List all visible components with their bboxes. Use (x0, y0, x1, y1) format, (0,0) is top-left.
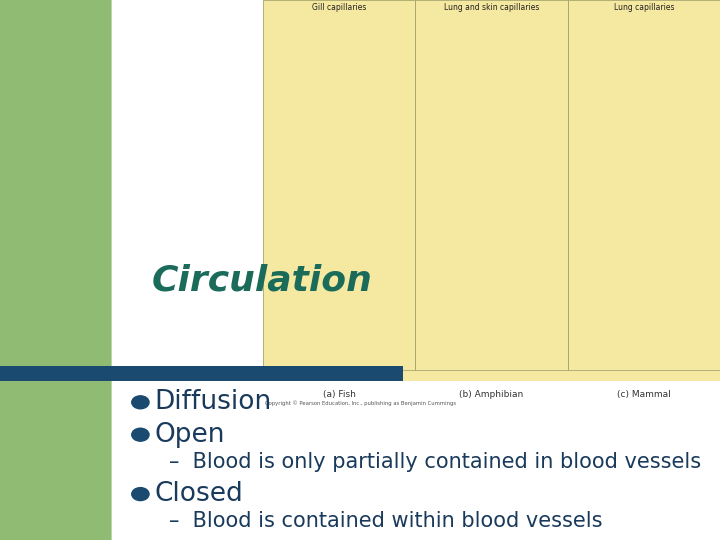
Text: –  Blood is contained within blood vessels: – Blood is contained within blood vessel… (169, 511, 603, 531)
Bar (567, 0, 720, 370)
Circle shape (132, 488, 149, 501)
Text: Open: Open (155, 422, 225, 448)
Text: (c) Mammal: (c) Mammal (617, 390, 670, 399)
Text: Lung and skin capillaries: Lung and skin capillaries (444, 3, 539, 12)
Text: (a) Fish: (a) Fish (323, 390, 356, 399)
Text: Gill capillaries: Gill capillaries (312, 3, 366, 12)
Text: (b) Amphibian: (b) Amphibian (459, 390, 523, 399)
Text: Diffusion: Diffusion (155, 389, 272, 415)
Text: Closed: Closed (155, 481, 243, 507)
Bar (0, 366, 403, 381)
Bar (415, 0, 567, 370)
FancyBboxPatch shape (112, 0, 720, 540)
Text: Lung capillaries: Lung capillaries (613, 3, 674, 12)
FancyBboxPatch shape (140, 194, 400, 370)
Text: Copyright © Pearson Education, Inc., publishing as Benjamin Cummings: Copyright © Pearson Education, Inc., pub… (265, 401, 456, 406)
Text: Circulation: Circulation (151, 264, 372, 298)
Bar (263, 0, 720, 381)
Bar (263, 0, 415, 370)
Text: –  Blood is only partially contained in blood vessels: – Blood is only partially contained in b… (169, 451, 701, 472)
Circle shape (132, 428, 149, 441)
Circle shape (132, 396, 149, 409)
